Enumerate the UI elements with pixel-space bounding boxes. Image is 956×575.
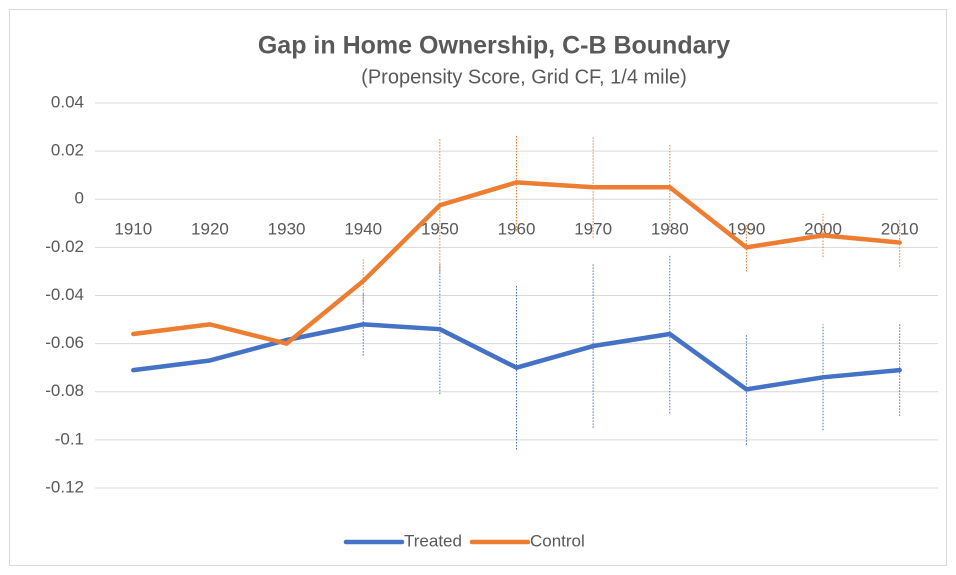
y-tick-label: -0.08 xyxy=(45,381,84,400)
legend-label: Treated xyxy=(404,531,462,550)
y-tick-label: 0.02 xyxy=(51,141,84,160)
y-tick-label: 0.04 xyxy=(51,92,84,111)
x-tick-label: 1940 xyxy=(344,220,382,239)
series-line xyxy=(131,180,902,346)
y-tick-label: -0.04 xyxy=(45,285,84,304)
y-tick-label: -0.06 xyxy=(45,333,84,352)
x-tick-label: 1920 xyxy=(191,220,229,239)
x-tick-label: 1970 xyxy=(574,220,612,239)
series-line xyxy=(131,322,902,392)
chart-subtitle: (Propensity Score, Grid CF, 1/4 mile) xyxy=(361,66,687,88)
chart-border xyxy=(9,9,947,566)
y-tick-label: -0.02 xyxy=(45,237,84,256)
legend-label: Control xyxy=(530,531,585,550)
chart-title: Gap in Home Ownership, C-B Boundary xyxy=(258,32,730,60)
x-tick-label: 1910 xyxy=(114,220,152,239)
y-tick-label: -0.1 xyxy=(55,429,84,448)
x-tick-label: 1930 xyxy=(268,220,306,239)
y-tick-label: -0.12 xyxy=(45,477,84,496)
y-tick-label: 0 xyxy=(75,189,84,208)
